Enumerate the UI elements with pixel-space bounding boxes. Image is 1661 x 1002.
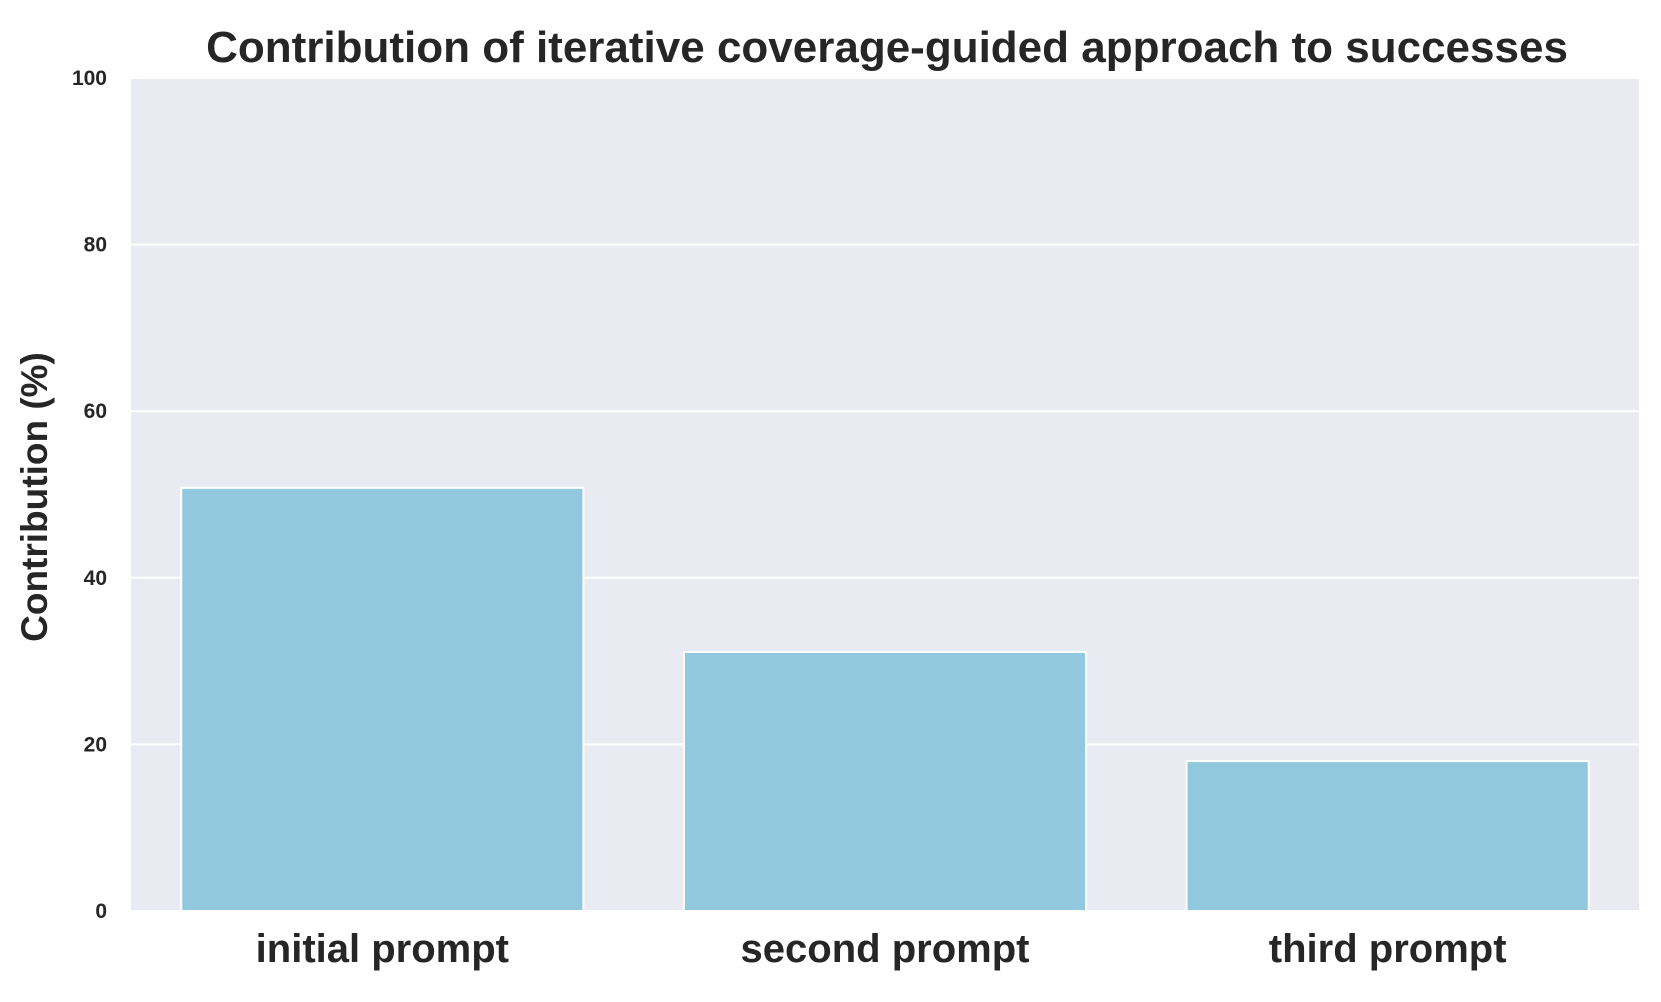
y-tick-label: 60: [84, 400, 107, 423]
chart-title: Contribution of iterative coverage-guide…: [206, 23, 1568, 72]
y-axis-ticks: 0 20 40 60 80 100: [72, 67, 107, 923]
y-tick-label: 20: [84, 733, 107, 756]
bar-second-prompt: [682, 650, 1088, 912]
y-tick-label: 100: [72, 67, 107, 90]
bars: [180, 486, 1590, 912]
y-tick-label: 0: [95, 900, 107, 923]
x-tick-label: initial prompt: [256, 927, 509, 971]
y-tick-label: 40: [84, 567, 107, 590]
x-tick-label: third prompt: [1269, 927, 1507, 971]
x-tick-label: second prompt: [741, 927, 1030, 971]
bar-third-prompt: [1185, 760, 1590, 912]
y-axis-label: Contribution (%): [14, 352, 55, 642]
bar-initial-prompt: [180, 486, 585, 912]
x-axis-ticks: initial prompt second prompt third prompt: [256, 927, 1507, 971]
y-tick-label: 80: [84, 234, 107, 257]
